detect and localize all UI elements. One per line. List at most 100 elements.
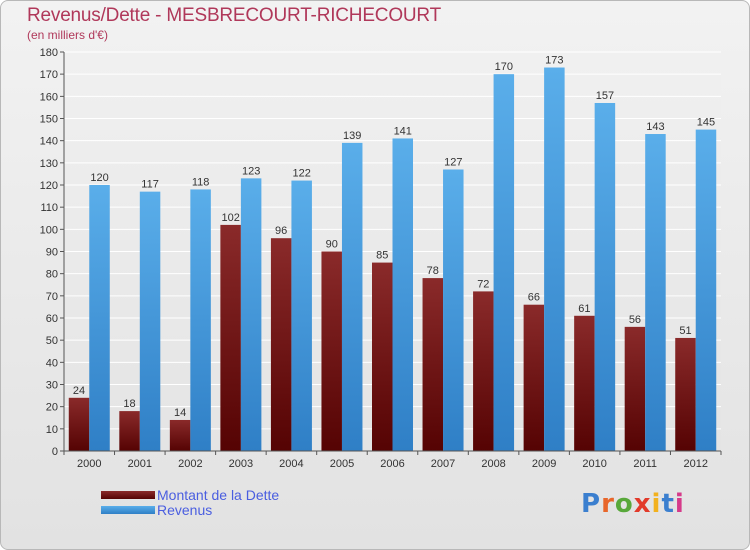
y-tick-label: 70 [46, 291, 58, 303]
data-label: 170 [495, 61, 513, 73]
y-tick-label: 30 [46, 380, 58, 392]
data-label: 117 [141, 179, 159, 191]
data-label: 18 [123, 398, 135, 410]
chart-title: Revenus/Dette - MESBRECOURT-RICHECOURT [27, 5, 442, 26]
legend-swatch-debt [101, 491, 155, 499]
data-label: 122 [292, 168, 310, 180]
data-label: 118 [192, 176, 210, 188]
chart-subtitle: (en milliers d'€) [27, 28, 108, 42]
bar-dette [574, 315, 595, 451]
data-label: 127 [444, 156, 462, 168]
data-label: 139 [343, 130, 361, 142]
data-label: 120 [90, 172, 108, 184]
logo-letter: t [661, 489, 675, 519]
y-tick-label: 130 [40, 158, 58, 170]
x-tick-label: 2004 [279, 458, 303, 470]
data-label: 173 [545, 55, 563, 67]
logo-letter: x [633, 489, 652, 519]
data-label: 143 [646, 121, 664, 133]
y-tick-label: 110 [40, 202, 58, 214]
x-tick-label: 2003 [229, 458, 253, 470]
bar-dette [675, 337, 696, 451]
y-tick-label: 20 [46, 402, 58, 414]
y-tick-label: 0 [52, 446, 58, 458]
data-labels: 24 120 18 117 14 118 102 123 96 122 90 139 85 141 78 12… [73, 55, 715, 419]
bar-revenus [645, 134, 666, 451]
x-tick-label: 2011 [633, 458, 657, 470]
bar-revenus [544, 67, 565, 452]
proxiti-logo: Proxiti [581, 489, 685, 519]
x-tick-label: 2012 [683, 458, 707, 470]
x-tick-label: 2006 [380, 458, 404, 470]
bar-revenus [139, 191, 161, 451]
logo-letter: P [581, 489, 602, 519]
y-tick-label: 40 [46, 357, 58, 369]
y-tick-label: 120 [40, 180, 58, 192]
bar-dette [321, 251, 342, 451]
bar-revenus [695, 129, 717, 452]
data-label: 78 [427, 265, 439, 277]
bars-group [68, 67, 717, 452]
bar-revenus [493, 74, 515, 452]
bar-dette [169, 419, 191, 451]
x-tick-label: 2008 [481, 458, 505, 470]
data-label: 123 [242, 165, 260, 177]
bar-revenus [341, 142, 363, 451]
data-label: 85 [376, 250, 388, 262]
bar-revenus [594, 102, 616, 451]
bar-revenus [443, 169, 464, 451]
data-label: 102 [221, 212, 239, 224]
logo-letter: o [614, 489, 634, 519]
data-label: 24 [73, 385, 85, 397]
y-tick-label: 80 [46, 269, 58, 281]
x-tick-label: 2001 [128, 458, 152, 470]
y-tick-label: 150 [40, 114, 58, 126]
y-tick-label: 100 [40, 224, 58, 236]
x-tick-label: 2009 [532, 458, 556, 470]
x-axis-ticks: 2000 2001 2002 2003 2004 2005 2006 2007 2008 2009… [63, 451, 722, 470]
bar-dette [119, 411, 140, 451]
bar-dette [624, 326, 646, 451]
y-tick-label: 60 [46, 313, 58, 325]
bar-dette [220, 224, 241, 451]
legend-label-debt: Montant de la Dette [157, 487, 280, 503]
data-label: 90 [326, 239, 338, 251]
data-label: 72 [477, 278, 489, 290]
x-tick-label: 2010 [582, 458, 606, 470]
x-tick-label: 2002 [178, 458, 202, 470]
y-tick-label: 90 [46, 247, 58, 259]
y-tick-label: 140 [40, 136, 58, 148]
y-axis-ticks: 0 10 20 30 40 50 60 70 80 90 100 110 120 130 140 150 160… [40, 47, 64, 458]
bar-revenus [89, 185, 110, 451]
data-label: 51 [679, 325, 691, 337]
data-label: 61 [578, 303, 590, 315]
data-label: 66 [528, 292, 540, 304]
x-tick-label: 2005 [330, 458, 354, 470]
logo-letter: i [651, 489, 662, 519]
data-label: 56 [629, 314, 641, 326]
data-label: 157 [596, 90, 614, 102]
legend-label-revenus: Revenus [157, 502, 213, 518]
bar-revenus [240, 178, 262, 451]
x-tick-label: 2007 [431, 458, 455, 470]
bar-dette [270, 238, 292, 451]
data-label: 141 [394, 125, 412, 137]
bar-revenus [190, 189, 211, 451]
logo-letter: r [601, 489, 615, 519]
x-tick-label: 2000 [77, 458, 101, 470]
data-label: 14 [174, 407, 186, 419]
bar-dette [523, 304, 545, 451]
y-tick-label: 160 [40, 91, 58, 103]
bar-dette [422, 278, 444, 451]
data-label: 96 [275, 225, 287, 237]
data-label: 145 [697, 117, 715, 129]
y-tick-label: 10 [46, 424, 58, 436]
bar-dette [473, 291, 494, 451]
y-tick-label: 170 [40, 69, 58, 81]
bar-dette [372, 262, 393, 451]
logo-letter: i [674, 489, 685, 519]
y-tick-label: 180 [40, 47, 58, 59]
bar-revenus [392, 138, 413, 451]
